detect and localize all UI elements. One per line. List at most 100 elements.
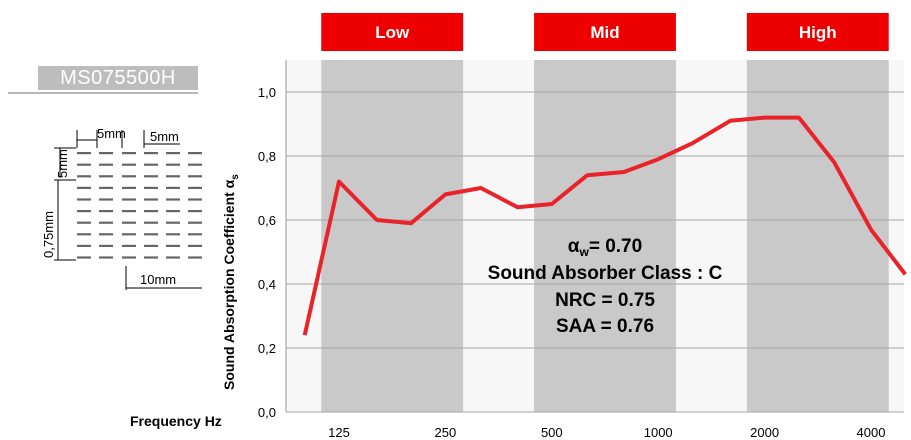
perforation-slot xyxy=(99,256,113,259)
perforation-slot xyxy=(77,186,91,189)
x-tick-label: 500 xyxy=(541,425,563,440)
perforation-slot xyxy=(166,221,180,224)
band-header-low xyxy=(321,13,464,51)
x-tick-label: 125 xyxy=(328,425,350,440)
x-axis-title: Frequency Hz xyxy=(130,413,222,429)
perforation-slot xyxy=(122,186,136,189)
perforation-slot xyxy=(188,198,202,201)
band-headers: Low Mid High xyxy=(321,13,889,51)
perforation-slot xyxy=(77,152,91,155)
perforation-slot xyxy=(188,175,202,178)
perforation-slot xyxy=(144,244,158,247)
perforation-slot xyxy=(99,244,113,247)
y-tick-label: 0,4 xyxy=(258,277,276,292)
annotation-alpha-prefix: α xyxy=(568,236,580,257)
perforation-slot xyxy=(188,233,202,236)
product-code: MS075500H xyxy=(38,66,198,90)
x-tick-label: 250 xyxy=(435,425,457,440)
y-tick-label: 0,8 xyxy=(258,149,276,164)
perforation-slot xyxy=(188,163,202,166)
perforation-slot xyxy=(99,210,113,213)
dim-left-pitch: 0,75mm xyxy=(41,211,56,258)
perforation-slot xyxy=(166,175,180,178)
product-tag: MS075500H xyxy=(8,66,198,94)
annotation-absorber-class: Sound Absorber Class : C xyxy=(488,263,723,284)
perforation-slot xyxy=(77,175,91,178)
perforation-slot xyxy=(99,233,113,236)
perforation-slot xyxy=(144,233,158,236)
perforation-slot xyxy=(122,163,136,166)
series-line xyxy=(302,115,907,336)
perforation-slot xyxy=(144,210,158,213)
annotation-nrc: NRC = 0.75 xyxy=(555,290,655,311)
perforation-slot xyxy=(188,186,202,189)
perforation-slot xyxy=(166,210,180,213)
y-tick-label: 0,2 xyxy=(258,341,276,356)
perforation-slot xyxy=(77,233,91,236)
y-axis-title-sub: s xyxy=(230,174,241,180)
x-tick-label: 4000 xyxy=(857,425,886,440)
y-axis-title: Sound Absorption Coefficient αs xyxy=(221,174,241,390)
band-mid xyxy=(534,60,676,412)
y-tick-label: 0,0 xyxy=(258,405,276,420)
perforation-slot xyxy=(144,152,158,155)
dim-bottom-width: 10mm xyxy=(140,272,176,287)
perforation-slot xyxy=(77,256,91,259)
perforation-slot xyxy=(188,210,202,213)
y-tick-label: 1,0 xyxy=(258,85,276,100)
perforation-slot xyxy=(122,233,136,236)
band-header-mid xyxy=(534,13,676,51)
perforation-slot xyxy=(166,152,180,155)
perforation-slot xyxy=(99,163,113,166)
band-header-high xyxy=(746,13,889,51)
dim-top-gap: 5mm xyxy=(150,129,179,144)
perforation-slot xyxy=(122,221,136,224)
perforation-slot xyxy=(122,198,136,201)
perforation-slot xyxy=(77,198,91,201)
annotation-alpha-sub: w xyxy=(578,245,589,259)
perforation-slot xyxy=(122,152,136,155)
perforation-pattern-diagram: 5mm 5mm 5mm 0,75mm 10mm xyxy=(41,126,202,290)
perforation-slot xyxy=(99,221,113,224)
perforation-slot xyxy=(188,244,202,247)
perforation-slot xyxy=(77,210,91,213)
perforation-slot xyxy=(77,221,91,224)
perforation-slot xyxy=(77,163,91,166)
band-label-low: Low xyxy=(375,23,410,42)
band-high xyxy=(746,60,889,412)
band-label-mid: Mid xyxy=(590,23,619,42)
perforation-slot xyxy=(166,163,180,166)
perforation-slot xyxy=(99,175,113,178)
perforation-slot xyxy=(122,175,136,178)
perforation-slot xyxy=(122,244,136,247)
y-axis-title-main: Sound Absorption Coefficient α xyxy=(221,179,237,390)
perforation-slot xyxy=(188,256,202,259)
perforation-slot xyxy=(99,198,113,201)
annotation-alpha-w: αw= 0.70 xyxy=(568,236,642,259)
perforation-slot xyxy=(122,256,136,259)
band-label-high: High xyxy=(799,23,837,42)
perforation-slot xyxy=(166,186,180,189)
perforation-slot xyxy=(99,152,113,155)
x-tick-label: 1000 xyxy=(644,425,673,440)
dim-top-width: 5mm xyxy=(97,126,126,141)
slot-grid xyxy=(77,152,202,259)
y-tick-label: 0,6 xyxy=(258,213,276,228)
perforation-slot xyxy=(144,163,158,166)
x-tick-labels: 125 250 500 1000 2000 4000 xyxy=(328,425,885,440)
x-tick-label: 2000 xyxy=(750,425,779,440)
perforation-slot xyxy=(144,256,158,259)
perforation-slot xyxy=(77,244,91,247)
annotation-alpha-value: = 0.70 xyxy=(589,236,642,257)
band-low xyxy=(321,60,464,412)
perforation-slot xyxy=(144,175,158,178)
y-tick-labels: 0,0 0,2 0,4 0,6 0,8 1,0 xyxy=(258,85,276,420)
perforation-slot xyxy=(188,152,202,155)
perforation-slot xyxy=(188,221,202,224)
perforation-slot xyxy=(99,186,113,189)
annotation-saa: SAA = 0.76 xyxy=(556,316,654,337)
gridlines xyxy=(286,91,904,413)
perforation-slot xyxy=(122,210,136,213)
dim-left-height: 5mm xyxy=(55,149,70,178)
